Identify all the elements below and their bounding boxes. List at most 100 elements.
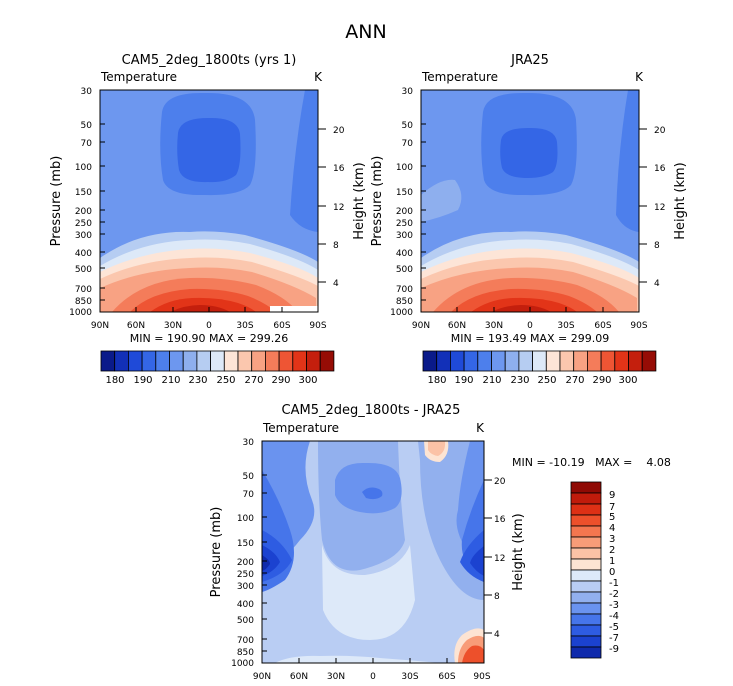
missing-region: [270, 306, 318, 312]
colorbar-box: [570, 514, 602, 527]
colorbar-label: 290: [592, 375, 611, 386]
y-tick-label: 300: [237, 582, 254, 592]
colorbar-box: [422, 350, 438, 372]
y-tick-label: 500: [75, 265, 92, 275]
panel-title: JRA25: [510, 53, 549, 68]
y2-tick-label: 12: [654, 203, 665, 213]
axes: 30 50 70 100 150 200 250 300 400 500 700…: [370, 87, 688, 331]
colorbar-label: 250: [537, 375, 556, 386]
contour-fill: [275, 655, 440, 663]
colorbar-label: 290: [271, 375, 290, 386]
contour-fill: [322, 545, 415, 640]
stats-text: MIN = 193.49 MAX = 299.09: [451, 332, 609, 345]
x-tick-label: 90N: [91, 321, 109, 331]
contour-fill: [170, 305, 230, 312]
panel-difference: CAM5_2deg_1800ts - JRA25 Temperature K: [209, 403, 671, 682]
y-tick-marks: [262, 474, 267, 652]
colorbar-label: -5: [609, 622, 619, 633]
x-tick-label: 60N: [448, 321, 466, 331]
contour-fill: [421, 179, 462, 222]
x-tick-marks: [456, 307, 604, 312]
colorbar-box: [306, 350, 321, 372]
colorbar-box: [570, 635, 602, 648]
colorbar: 180 190 210 230 250 270 290 300: [422, 350, 657, 386]
colorbar: 180 190 210 230 250 270 290 300: [100, 350, 335, 386]
colorbar-label: -4: [609, 611, 619, 622]
y-tick-label: 850: [75, 297, 92, 307]
colorbar-label: 1: [609, 556, 615, 567]
y-tick-label: 70: [81, 139, 93, 149]
colorbar-box: [463, 350, 479, 372]
colorbar-label: 210: [482, 375, 501, 386]
x-tick-label: 0: [206, 321, 212, 331]
colorbar-label: 4: [609, 523, 615, 534]
colorbar-box: [570, 591, 602, 604]
y2-axis-title: Height (km): [673, 162, 688, 239]
right-string: K: [476, 421, 485, 435]
contour-fill: [470, 546, 484, 576]
colorbar-box: [559, 350, 575, 372]
colorbar-box: [182, 350, 198, 372]
y-tick-label: 850: [237, 648, 254, 658]
x-tick-label: 90N: [412, 321, 430, 331]
colorbar-box: [196, 350, 211, 372]
colorbar-box: [570, 602, 602, 615]
y-tick-label: 50: [243, 472, 255, 482]
y-tick-marks: [421, 123, 426, 301]
colorbar-label: 180: [105, 375, 124, 386]
y2-tick-label: 4: [654, 279, 660, 289]
y2-tick-label: 16: [333, 164, 345, 174]
colorbar-box: [570, 492, 602, 505]
x-tick-label: 30S: [236, 321, 253, 331]
x-axis-ticks: 90N 60N 30N 0 30S 60S 90S: [253, 658, 491, 682]
colorbar-box: [570, 536, 602, 549]
axes: 30 50 70 100 150 200 250 300 400 500 700…: [209, 438, 526, 682]
y2-tick-label: 16: [494, 515, 506, 525]
y-tick-label: 200: [75, 207, 92, 217]
colorbar: 9 7 5 4 3 2 1 0 -1 -2 -3 -4 -5 -7 -9: [570, 481, 619, 659]
contour-fill: [491, 305, 551, 312]
colorbar-box: [570, 503, 602, 516]
contour-field: [262, 441, 484, 663]
colorbar-box: [614, 350, 629, 372]
y-tick-label: 400: [237, 600, 254, 610]
colorbar-label: 3: [609, 534, 615, 545]
y2-tick-label: 4: [494, 630, 500, 640]
colorbar-box: [570, 624, 602, 637]
x-tick-label: 60S: [438, 672, 455, 682]
x-tick-label: 30N: [327, 672, 345, 682]
colorbar-label: 300: [298, 375, 317, 386]
y-tick-label: 30: [402, 87, 414, 97]
contour-fill: [362, 487, 383, 500]
colorbar-box: [292, 350, 307, 372]
contour-fill: [500, 127, 558, 178]
y-tick-label: 100: [75, 163, 92, 173]
colorbar-box: [114, 350, 129, 372]
y-axis-title: Pressure (mb): [209, 507, 224, 598]
colorbar-box: [570, 558, 602, 571]
y2-tick-label: 8: [333, 241, 339, 251]
colorbar-box: [169, 350, 184, 372]
colorbar-label: 250: [216, 375, 235, 386]
x-axis-ticks: 90N 60N 30N 0 30S 60S 90S: [412, 307, 648, 331]
y-tick-label: 400: [75, 249, 92, 259]
colorbar-box: [436, 350, 451, 372]
colorbar-label: 300: [618, 375, 637, 386]
right-string: K: [314, 70, 323, 84]
colorbar-label: 230: [510, 375, 529, 386]
y-tick-label: 100: [396, 163, 413, 173]
y2-tick-label: 16: [654, 164, 666, 174]
colorbar-box: [570, 525, 602, 538]
y-tick-label: 250: [396, 219, 413, 229]
right-string: K: [635, 70, 644, 84]
y2-axis-ticks: 20 16 12 8 4: [639, 126, 666, 289]
x-tick-label: 60S: [273, 321, 290, 331]
colorbar-box: [223, 350, 239, 372]
y-tick-label: 30: [81, 87, 93, 97]
colorbar-label: 190: [133, 375, 152, 386]
x-tick-label: 30S: [401, 672, 418, 682]
colorbar-label: -2: [609, 589, 619, 600]
colorbar-box: [477, 350, 492, 372]
x-tick-label: 60N: [290, 672, 308, 682]
colorbar-box: [319, 350, 335, 372]
